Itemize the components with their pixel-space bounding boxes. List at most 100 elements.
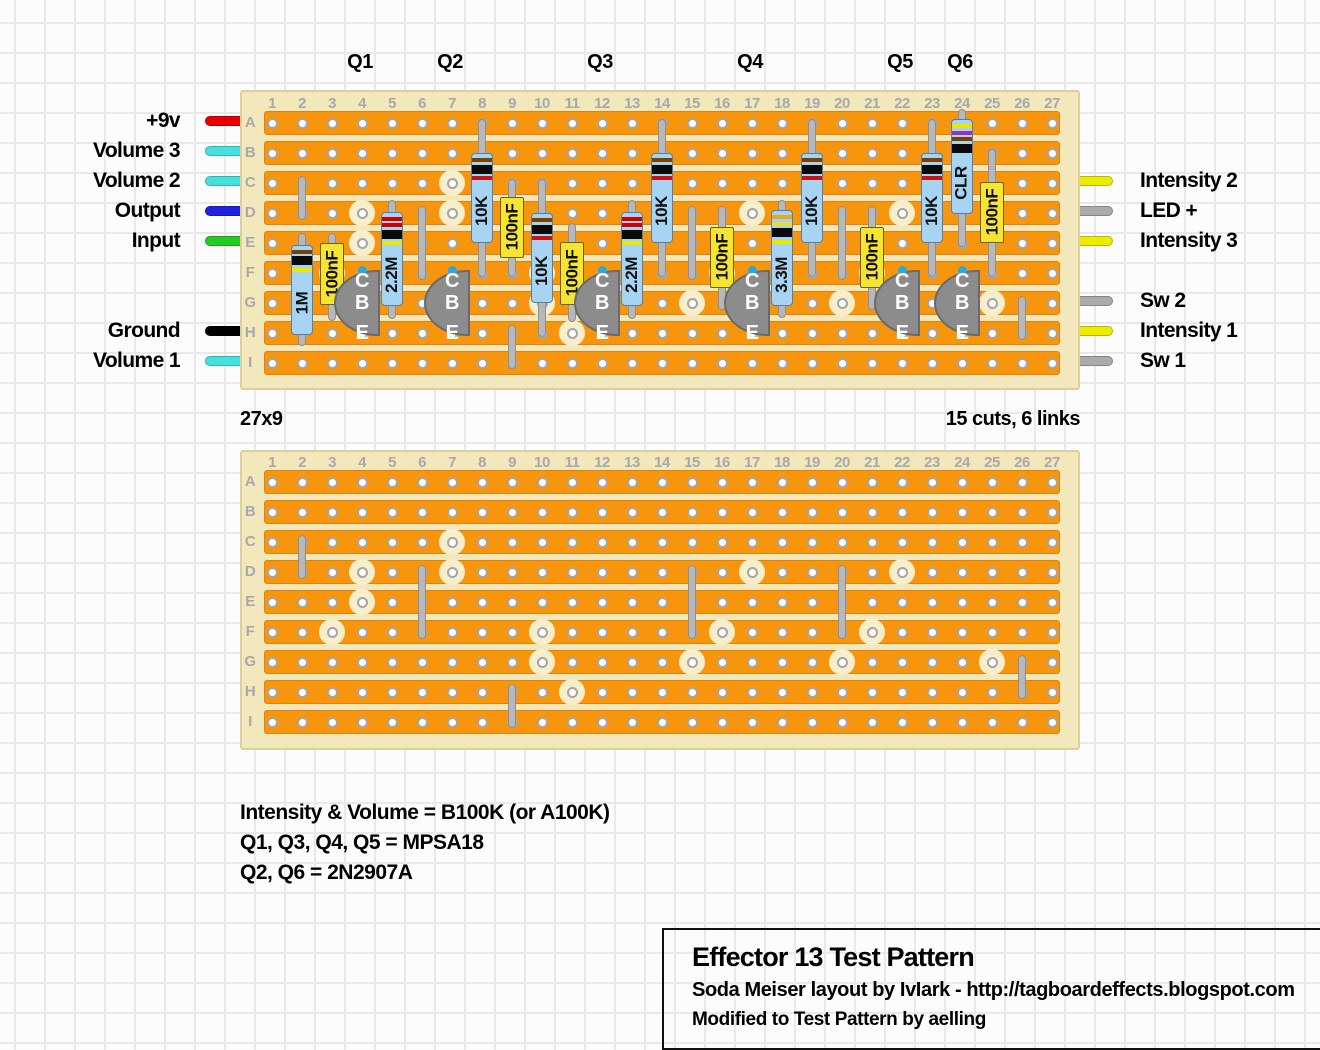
hole [716,357,728,369]
column-number: 6 [418,95,426,112]
resistor-band [952,137,972,142]
hole [626,177,638,189]
transistor-pin-C: C [955,270,969,292]
column-number: 11 [564,454,580,471]
hole [536,656,548,668]
hole [776,626,788,638]
hole [356,357,368,369]
hole [446,596,458,608]
hole [266,207,278,219]
hole [926,626,938,638]
resistor-label: 2.2M [621,249,643,303]
hole [356,177,368,189]
hole [686,686,698,698]
hole [596,596,608,608]
hole [1016,716,1028,728]
hole [506,147,518,159]
resistor-10K [921,153,943,243]
hole [716,327,728,339]
hole [566,626,578,638]
transistor-pin-B: B [355,292,369,314]
column-number: 23 [924,454,940,471]
transistor-pin-B: B [745,292,759,314]
hole [746,147,758,159]
column-number: 26 [1014,454,1030,471]
hole [326,506,338,518]
column-number: 17 [744,454,760,471]
hole [926,476,938,488]
hole [386,536,398,548]
resistor-label-text: 2.2M [382,257,402,294]
hole [536,117,548,129]
hole [896,357,908,369]
row-letter: D [244,563,256,580]
note-line: Intensity & Volume = B100K (or A100K) [240,801,610,824]
column-number: 15 [684,454,700,471]
hole [266,476,278,488]
hole [506,566,518,578]
hole [746,237,758,249]
hole [566,357,578,369]
resistor-band [772,215,792,219]
hole [266,357,278,369]
column-number: 23 [924,95,940,112]
hole [266,716,278,728]
hole [596,506,608,518]
hole [1046,596,1058,608]
hole [626,536,638,548]
capacitor-label: 100nF [710,227,734,289]
hole [836,686,848,698]
hole [416,147,428,159]
resistor-band [532,236,552,240]
hole [926,656,938,668]
resistor-2.2M [621,211,643,306]
hole [596,147,608,159]
hole [866,626,878,638]
hole [806,626,818,638]
hole [686,297,698,309]
hole [866,147,878,159]
hole [416,476,428,488]
hole [356,626,368,638]
hole [716,117,728,129]
hole [566,536,578,548]
hole [776,327,788,339]
resistor-10K [531,213,553,303]
hole [746,476,758,488]
hole [386,626,398,638]
column-number: 7 [448,454,456,471]
hole [446,506,458,518]
column-number: 11 [564,95,580,112]
hole [776,716,788,728]
column-number: 27 [1044,454,1060,471]
column-number: 14 [654,95,670,112]
hole [836,327,848,339]
hole [326,596,338,608]
hole [656,327,668,339]
hole [326,566,338,578]
pin-label-Intensity 3: Intensity 3 [1140,229,1238,252]
column-number: 24 [954,95,970,112]
row-letter: D [244,204,256,221]
hole [386,357,398,369]
hole [266,536,278,548]
hole [446,177,458,189]
column-number: 18 [774,454,790,471]
hole [626,506,638,518]
hole [956,566,968,578]
hole [356,566,368,578]
hole [536,716,548,728]
column-number: 18 [774,95,790,112]
note-line: Q1, Q3, Q4, Q5 = MPSA18 [240,831,484,854]
column-number: 10 [534,95,550,112]
hole [356,506,368,518]
hole [566,596,578,608]
resistor-label: 2.2M [381,249,403,303]
hole [416,177,428,189]
hole [596,476,608,488]
row-letter: I [248,713,252,730]
hole [986,327,998,339]
component-notes: Intensity & Volume = B100K (or A100K) Q1,… [240,798,610,888]
hole [896,656,908,668]
hole [716,716,728,728]
